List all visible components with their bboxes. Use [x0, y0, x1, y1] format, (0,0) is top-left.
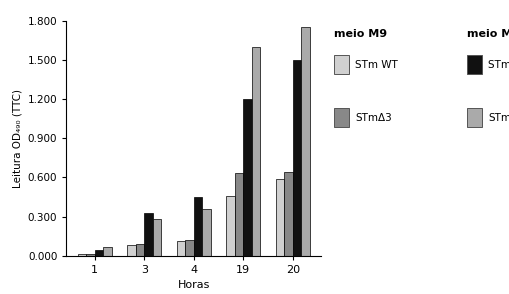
- Bar: [185, 240, 193, 256]
- Text: STm WT: STm WT: [355, 60, 398, 70]
- Bar: [292, 60, 301, 256]
- Text: meio M9: meio M9: [333, 29, 386, 39]
- Bar: [78, 255, 86, 256]
- Bar: [251, 47, 260, 256]
- Bar: [284, 172, 292, 256]
- Bar: [275, 179, 284, 256]
- Y-axis label: Leitura OD₄₉₀ (TTC): Leitura OD₄₉₀ (TTC): [12, 89, 22, 188]
- Bar: [103, 247, 111, 256]
- Bar: [127, 245, 135, 256]
- Bar: [193, 197, 202, 256]
- X-axis label: Horas: Horas: [177, 280, 210, 290]
- Text: STmΔ3: STmΔ3: [355, 113, 391, 123]
- Text: STm WT: STm WT: [487, 60, 509, 70]
- Bar: [202, 209, 210, 256]
- Bar: [301, 27, 309, 256]
- Bar: [243, 99, 251, 256]
- Bar: [177, 241, 185, 256]
- Bar: [152, 219, 161, 256]
- Bar: [135, 244, 144, 256]
- Bar: [144, 213, 152, 256]
- Text: STmΔ3: STmΔ3: [487, 113, 509, 123]
- Bar: [95, 250, 103, 256]
- Bar: [226, 196, 235, 256]
- Text: meio M9 + aa: meio M9 + aa: [466, 29, 509, 39]
- Bar: [86, 254, 95, 256]
- Bar: [235, 173, 243, 256]
